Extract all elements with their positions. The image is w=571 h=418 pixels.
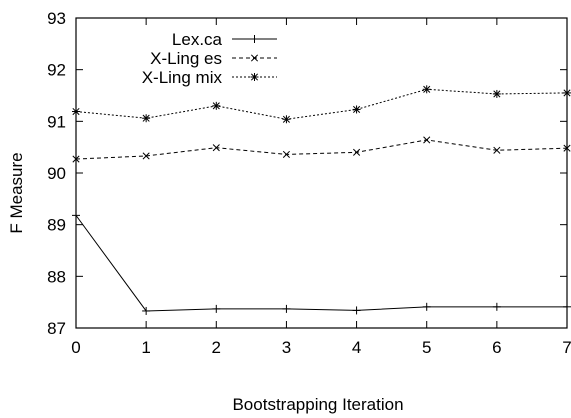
x-tick-label: 0	[71, 338, 80, 357]
x-tick-label: 3	[282, 338, 291, 357]
data-point	[423, 136, 431, 144]
data-point	[563, 88, 571, 97]
data-point	[142, 152, 150, 160]
y-tick-label: 89	[47, 216, 66, 235]
y-tick-label: 88	[47, 267, 66, 286]
data-point	[563, 144, 571, 152]
y-axis-title-wrap: F Measure	[7, 152, 26, 233]
y-tick-label: 90	[47, 164, 66, 183]
legend-item: X-Ling mix	[142, 68, 277, 87]
series-layer	[72, 85, 571, 315]
series-x-ling-mix	[72, 85, 571, 124]
data-point	[563, 302, 571, 311]
data-point	[492, 89, 501, 98]
x-tick-label: 6	[492, 338, 501, 357]
y-tick-label: 91	[47, 112, 66, 131]
data-point	[72, 211, 80, 220]
x-tick-label: 2	[212, 338, 221, 357]
data-point	[493, 146, 501, 154]
x-tick-label: 7	[562, 338, 571, 357]
data-point	[282, 304, 291, 313]
data-point	[492, 302, 501, 311]
axes: 87 88 89 90 91 92 93 0 1 2 3 4 5 6 7	[47, 9, 571, 357]
legend: Lex.caX-Ling esX-Ling mix	[142, 30, 277, 87]
legend-marker	[250, 73, 259, 81]
data-point	[282, 150, 290, 158]
data-point	[72, 155, 80, 163]
series-lex-ca	[72, 211, 571, 315]
legend-marker	[250, 35, 259, 43]
series-line	[75, 139, 568, 160]
data-point	[352, 306, 361, 315]
data-point	[353, 148, 361, 156]
y-axis-label: F Measure	[7, 152, 26, 233]
series-x-ling-es	[72, 136, 571, 163]
data-point	[422, 85, 431, 94]
data-point	[142, 306, 151, 315]
x-tick-label: 4	[352, 338, 361, 357]
legend-label: X-Ling mix	[142, 68, 223, 87]
data-point	[352, 105, 361, 114]
legend-label: Lex.ca	[172, 30, 223, 49]
data-point	[142, 114, 151, 123]
x-tick-label: 5	[422, 338, 431, 357]
y-tick-label: 92	[47, 61, 66, 80]
y-tick-label: 87	[47, 319, 66, 338]
y-tick-label: 93	[47, 9, 66, 28]
x-tick-label: 1	[141, 338, 150, 357]
data-point	[212, 304, 221, 313]
series-line	[75, 88, 568, 120]
x-axis-label: Bootstrapping Iteration	[232, 395, 403, 414]
data-point	[422, 302, 431, 311]
legend-label: X-Ling es	[150, 49, 222, 68]
data-point	[212, 144, 220, 152]
data-point	[282, 115, 291, 124]
series-line	[75, 215, 567, 312]
data-point	[212, 101, 221, 110]
legend-marker	[250, 54, 259, 62]
data-point	[72, 107, 80, 116]
legend-item: Lex.ca	[172, 30, 277, 49]
legend-item: X-Ling es	[150, 49, 277, 68]
